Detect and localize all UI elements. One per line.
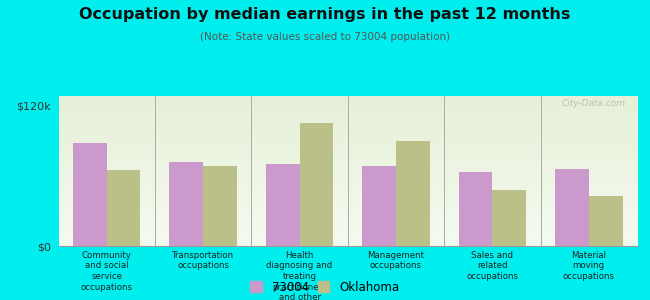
Bar (170, 162, 203, 246)
Bar (396, 140, 430, 246)
Bar (300, 123, 333, 246)
Bar (362, 166, 396, 246)
Text: Material
moving
occupations: Material moving occupations (563, 250, 615, 281)
Text: City-Data.com: City-Data.com (562, 99, 625, 108)
Bar (266, 164, 300, 246)
Text: (Note: State values scaled to 73004 population): (Note: State values scaled to 73004 popu… (200, 32, 450, 41)
Bar (73, 143, 107, 246)
Bar (459, 172, 493, 246)
Bar (555, 169, 589, 246)
Text: Health
diagnosing and
treating
practitioners
and other
technical
occupations: Health diagnosing and treating practitio… (266, 250, 333, 300)
Text: Sales and
related
occupations: Sales and related occupations (466, 250, 519, 281)
Bar (493, 190, 526, 246)
Text: Community
and social
service
occupations: Community and social service occupations (81, 250, 133, 292)
Legend: 73004, Oklahoma: 73004, Oklahoma (250, 281, 400, 294)
Bar (203, 166, 237, 246)
Bar (107, 170, 140, 246)
Bar (589, 196, 623, 246)
Text: Management
occupations: Management occupations (367, 250, 424, 270)
Text: Transportation
occupations: Transportation occupations (172, 250, 234, 270)
Text: Occupation by median earnings in the past 12 months: Occupation by median earnings in the pas… (79, 8, 571, 22)
